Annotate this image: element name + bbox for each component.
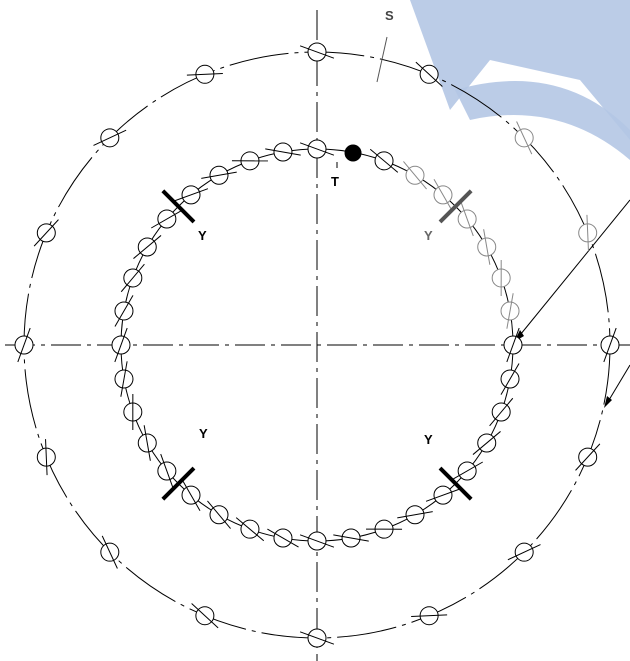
y-marker-bar (161, 466, 196, 501)
inner-bolt-hole (425, 485, 461, 505)
inner-bolt-hole (267, 528, 299, 548)
inner-bolt-hole (299, 531, 335, 551)
y-marker-group (161, 189, 473, 501)
inner-bolt-hole (503, 327, 523, 363)
inner-bolt-hole (433, 179, 453, 211)
inner-bolt-hole (265, 142, 301, 162)
y-marker-bar (161, 189, 196, 224)
outer-bolt-hole (411, 606, 448, 626)
label-y-lower-right: Y (424, 432, 433, 447)
inner-hole-group (111, 139, 523, 551)
inner-bolt-hole (173, 185, 209, 205)
inner-bolt-hole (151, 209, 183, 229)
inner-bolt-hole (207, 500, 231, 529)
inner-bolt-hole (133, 235, 162, 259)
label-t: T (331, 174, 339, 189)
outer-bolt-hole (507, 542, 541, 562)
inner-bolt-hole (489, 397, 514, 427)
inner-bolt-hole (201, 165, 237, 185)
inner-bolt-hole (366, 519, 403, 539)
outer-bolt-hole (33, 219, 59, 247)
brand-watermark-arc (455, 81, 630, 160)
inner-bolt-hole (235, 517, 265, 542)
y-marker-bar (438, 466, 473, 501)
inner-bolt-hole (111, 327, 131, 363)
outer-bolt-hole (415, 61, 443, 87)
inner-bolt-hole (369, 148, 399, 173)
leader-line-inner (515, 199, 630, 341)
y-marker-bar (438, 189, 473, 224)
outer-bolt-hole (14, 327, 34, 363)
inner-bolt-hole (181, 479, 201, 511)
inner-bolt-hole (451, 461, 483, 481)
outer-bolt-hole (575, 443, 601, 471)
outer-bolt-hole (191, 603, 219, 629)
inner-bolt-hole (123, 394, 143, 431)
outer-bolt-hole (600, 327, 620, 363)
outer-bolt-hole (514, 121, 534, 155)
outer-bolt-hole (299, 628, 335, 648)
leader-arrow-outer (604, 396, 612, 408)
section-s-mark (376, 36, 388, 83)
label-y-lower-left: Y (199, 426, 208, 441)
label-y-upper-right: Y (424, 228, 433, 243)
outer-bolt-hole (36, 439, 56, 476)
inner-bolt-hole (457, 201, 477, 237)
inner-bolt-hole (231, 151, 268, 171)
outer-bolt-hole (186, 64, 223, 84)
inner-bolt-hole (500, 293, 520, 329)
label-s: S (385, 8, 394, 23)
outer-hole-group (14, 42, 620, 648)
inner-bolt-hole (333, 528, 369, 548)
inner-bolt-hole (157, 453, 177, 489)
outer-bolt-hole (299, 42, 335, 62)
outer-bolt-hole (93, 128, 127, 148)
brand-watermark-shape (410, 0, 630, 140)
inner-bolt-hole (491, 259, 511, 296)
outer-bolt-hole (578, 214, 598, 251)
inner-bolt-hole (299, 139, 335, 159)
inner-bolt-hole (137, 425, 157, 461)
inner-filled-hole (344, 144, 362, 162)
inner-bolt-hole (477, 229, 497, 265)
leader-line-outer (605, 364, 630, 406)
outer-bolt-hole (100, 535, 120, 569)
inner-bolt-hole (500, 363, 520, 395)
inner-bolt-hole (397, 505, 433, 525)
inner-bolt-hole (472, 431, 501, 455)
inner-bolt-hole (403, 161, 427, 190)
label-y-upper-left: Y (198, 228, 207, 243)
inner-bolt-hole (114, 295, 134, 327)
inner-bolt-hole (114, 361, 134, 397)
inner-bolt-hole (120, 263, 145, 293)
